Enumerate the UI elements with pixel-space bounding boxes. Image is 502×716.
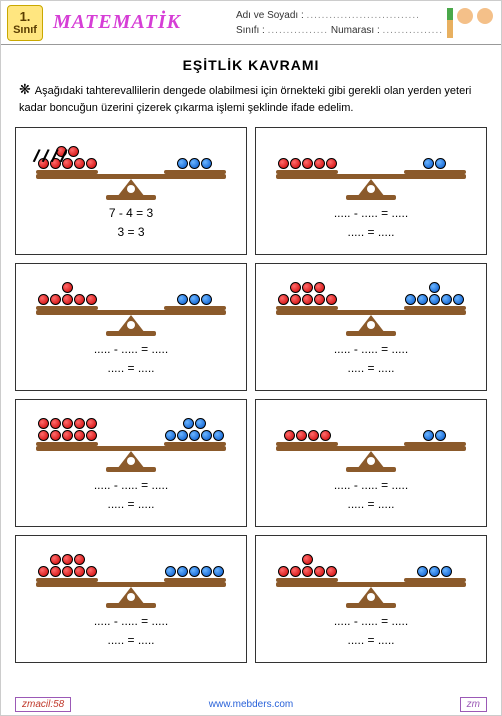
exercise-cell: ..... - ..... = .......... = ..... (255, 535, 487, 663)
instruction-text: ❋Aşağıdaki tahterevallilerin dengede ola… (1, 79, 501, 117)
exercise-cell: ..... - ..... = .......... = ..... (15, 535, 247, 663)
left-beads (36, 554, 100, 578)
exercise-cell: ..... - ..... = .......... = ..... (255, 399, 487, 527)
left-beads (36, 418, 100, 442)
equation-lines: ..... - ..... = .......... = ..... (260, 204, 482, 242)
right-beads (162, 294, 226, 306)
equation-lines: ..... - ..... = .......... = ..... (20, 340, 242, 378)
equation-lines: ..... - ..... = .......... = ..... (260, 612, 482, 650)
grade-badge: 1. Sınıf (7, 5, 43, 41)
left-beads (276, 430, 340, 442)
footer-url: www.mebders.com (209, 699, 293, 710)
grade-number: 1. (20, 9, 31, 24)
footer-code: zmacil:58 (15, 697, 71, 712)
footer-logo: zm (460, 697, 487, 712)
right-beads (162, 158, 226, 170)
right-beads (402, 158, 466, 170)
left-beads (36, 282, 100, 306)
right-beads (402, 282, 466, 306)
right-beads (402, 566, 466, 578)
exercise-grid: ////7 - 4 = 33 = 3 ..... - ..... = ......… (1, 127, 501, 663)
exercise-cell: ..... - ..... = .......... = ..... (255, 127, 487, 255)
equation-lines: ..... - ..... = .......... = ..... (20, 612, 242, 650)
right-beads (402, 430, 466, 442)
subject-title: MATEMATİK (53, 11, 181, 34)
left-beads (276, 282, 340, 306)
grade-label: Sınıf (13, 24, 37, 36)
equation-lines: 7 - 4 = 33 = 3 (20, 204, 242, 242)
left-beads (36, 146, 100, 170)
worksheet-title: EŞİTLİK KAVRAMI (1, 57, 501, 73)
flower-icon: ❋ (19, 81, 31, 97)
exercise-cell: ..... - ..... = .......... = ..... (15, 399, 247, 527)
left-beads (276, 554, 340, 578)
kids-icon (455, 6, 495, 40)
left-beads (276, 158, 340, 170)
exercise-cell: ////7 - 4 = 33 = 3 (15, 127, 247, 255)
equation-lines: ..... - ..... = .......... = ..... (260, 340, 482, 378)
student-info: Adı ve Soyadı : ........................… (236, 8, 443, 38)
right-beads (162, 418, 226, 442)
page-header: 1. Sınıf MATEMATİK Adı ve Soyadı : .....… (1, 1, 501, 45)
pencil-icon (447, 8, 453, 38)
equation-lines: ..... - ..... = .......... = ..... (20, 476, 242, 514)
exercise-cell: ..... - ..... = .......... = ..... (15, 263, 247, 391)
equation-lines: ..... - ..... = .......... = ..... (260, 476, 482, 514)
exercise-cell: ..... - ..... = .......... = ..... (255, 263, 487, 391)
right-beads (162, 566, 226, 578)
page-footer: zmacil:58 www.mebders.com zm (1, 693, 501, 715)
